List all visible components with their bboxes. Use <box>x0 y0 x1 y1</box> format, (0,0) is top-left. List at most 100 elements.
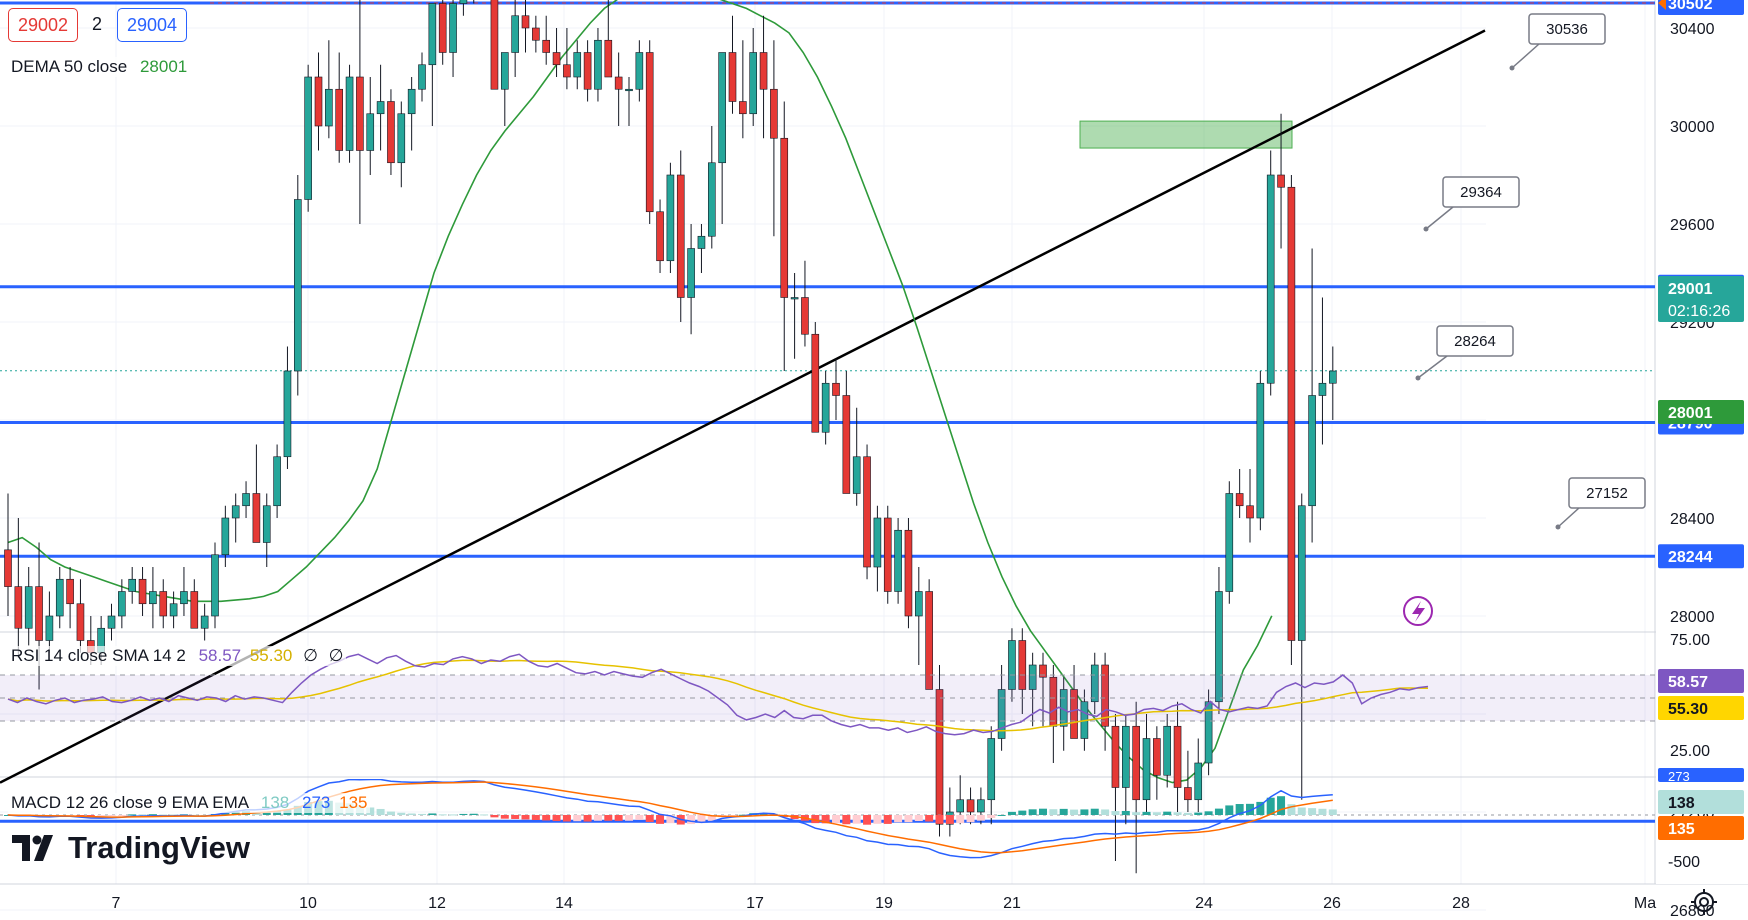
candle-body-56 <box>583 52 592 90</box>
callout-box-2[interactable] <box>1436 325 1514 357</box>
candle-body-10 <box>107 615 116 629</box>
macd-hist-bar-85 <box>883 815 892 824</box>
macd-hist-bar-52 <box>542 815 551 821</box>
ask-price-box[interactable]: 29004 <box>117 8 188 42</box>
tradingview-logo[interactable]: TradingView <box>12 830 250 866</box>
macd-hist-bar-93 <box>966 815 975 823</box>
macd-hist-bar-11 <box>117 815 126 816</box>
macd-hist-bar-54 <box>562 815 571 822</box>
macd-hist-bar-46 <box>480 814 489 816</box>
macd-hist-bar-108 <box>1121 810 1130 815</box>
dema-legend[interactable]: DEMA 50 close 28001 <box>8 57 191 77</box>
candle-body-28 <box>293 199 302 372</box>
macd-hist-bar-123 <box>1277 796 1286 815</box>
candle-body-37 <box>387 101 395 164</box>
callout-anchor-2 <box>1415 375 1421 381</box>
dema-label: DEMA 50 close <box>11 57 128 76</box>
macd-badge-2[interactable] <box>1658 816 1744 840</box>
rsi-tick-1: 25.00 <box>1670 743 1710 760</box>
macd-hist-bar-39 <box>407 813 416 815</box>
macd-hist-bar-125 <box>1297 807 1306 815</box>
candle-body-52 <box>542 39 551 53</box>
rsi-badge-1[interactable] <box>1658 696 1744 720</box>
macd-hist-bar-14 <box>148 814 157 816</box>
settings-icon[interactable] <box>1691 889 1717 915</box>
candle-body-23 <box>242 493 250 507</box>
rsi-legend[interactable]: RSI 14 close SMA 14 2 58.57 55.30 ∅ ∅ <box>8 646 347 666</box>
candle-body-76 <box>790 297 799 300</box>
candle-body-109 <box>1132 725 1140 801</box>
rsi-badge-0[interactable] <box>1658 669 1744 693</box>
macd-hist-bar-41 <box>428 813 437 815</box>
macd-hist-bar-49 <box>511 815 520 819</box>
candle-body-103 <box>1070 689 1078 739</box>
rsi-tick-0: 75.00 <box>1670 632 1710 649</box>
candle-body-105 <box>1090 664 1099 703</box>
candle-body-74 <box>770 88 778 139</box>
macd-hist-bar-118 <box>1225 805 1234 815</box>
candle-body-123 <box>1277 174 1285 188</box>
candle-body-72 <box>749 52 758 115</box>
callout-box-0[interactable] <box>1528 13 1606 45</box>
macd-legend[interactable]: MACD 12 26 close 9 EMA EMA 138 273 135 <box>8 793 371 813</box>
time-axis: 7 10 12 14 17 19 21 24 26 28 Ma <box>112 895 1657 912</box>
candle-body-112 <box>1163 725 1171 776</box>
macd-hist-bar-102 <box>1059 808 1068 815</box>
macd-hist-bar-114 <box>1183 812 1192 815</box>
macd-hist-bar-120 <box>1246 803 1254 815</box>
macd-pane <box>0 779 1655 859</box>
macd-hist-bar-43 <box>449 814 458 816</box>
candle-body-116 <box>1204 701 1213 764</box>
candle-body-124 <box>1287 186 1296 641</box>
candle-body-110 <box>1142 738 1151 801</box>
macd-hist-bar-111 <box>1152 812 1161 815</box>
macd-hist-bar-105 <box>1090 808 1099 815</box>
macd-hist-bar-109 <box>1132 812 1141 815</box>
macd-hist-bar-89 <box>925 815 934 822</box>
highlight-zone <box>1079 120 1293 149</box>
macd-hist-bar-45 <box>469 813 478 815</box>
price-badge-text-0: 30502 <box>1668 0 1713 13</box>
candle-body-27 <box>283 370 292 458</box>
macd-badge-0[interactable] <box>1658 768 1744 782</box>
macd-hist-bar-98 <box>1018 810 1027 815</box>
candle-body-62 <box>645 52 654 213</box>
candle-body-50 <box>521 15 530 29</box>
macd-hist-bar-122 <box>1266 797 1275 815</box>
macd-hist-bar-10 <box>107 815 116 816</box>
bid-price-box[interactable]: 29002 <box>8 8 79 42</box>
macd-hist-bar-110 <box>1142 811 1151 815</box>
misc-marks <box>1403 596 1717 915</box>
price-badge-30502[interactable] <box>1658 0 1744 16</box>
candle-body-73 <box>759 52 768 90</box>
macd-hist-bar-119 <box>1235 804 1244 815</box>
callout-text-1: 29364 <box>1460 184 1502 201</box>
price-badge-countdown: 02:16:26 <box>1668 303 1730 320</box>
candle-body-66 <box>687 248 695 298</box>
candle-body-58 <box>604 39 613 78</box>
callout-box-1[interactable] <box>1442 176 1520 208</box>
price-tick-2: 30000 <box>1670 119 1715 136</box>
dema-value: 28001 <box>139 57 188 76</box>
candle-body-38 <box>397 113 406 164</box>
macd-hist-bar-99 <box>1028 809 1037 815</box>
callout-box-3[interactable] <box>1568 477 1646 509</box>
price-badge-28001[interactable] <box>1658 400 1744 424</box>
candle-body-15 <box>159 591 168 617</box>
candle-body-6 <box>66 578 74 605</box>
macd-signal-line <box>7 781 1333 854</box>
macd-badge-1[interactable] <box>1658 790 1744 814</box>
macd-hist-bar-96 <box>997 814 1006 816</box>
candle-body-128 <box>1329 370 1337 384</box>
candle-body-65 <box>676 174 685 298</box>
macd-label: MACD 12 26 close 9 EMA EMA <box>11 793 249 812</box>
macd-hist-bar-82 <box>852 815 861 824</box>
price-badge-29001[interactable] <box>1658 276 1744 322</box>
tradingview-logo-text: TradingView <box>68 830 251 865</box>
price-badge-28244[interactable] <box>1658 544 1744 569</box>
candle-body-121 <box>1256 382 1265 519</box>
candle-body-4 <box>45 615 54 641</box>
macd-hist-bar-16 <box>169 814 178 816</box>
